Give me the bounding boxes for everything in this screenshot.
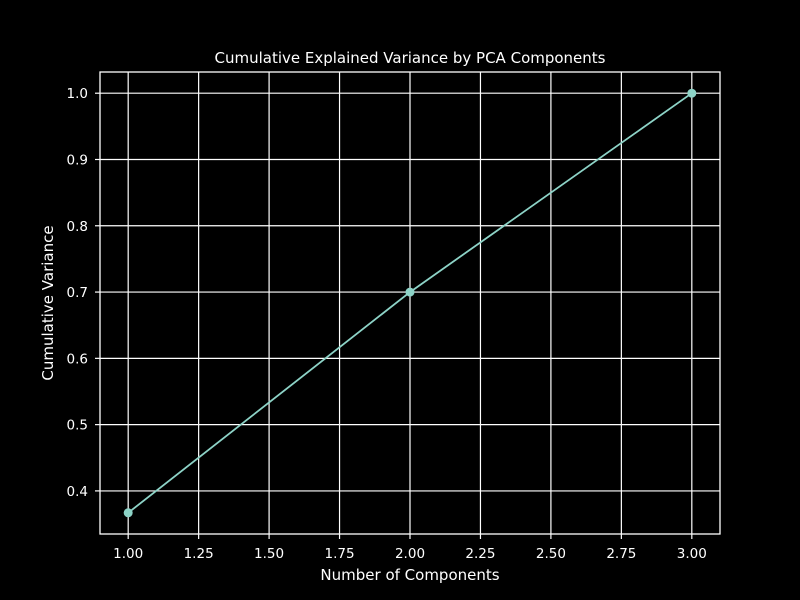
y-tick-label: 1.0 — [67, 86, 88, 102]
x-tick-label: 1.75 — [325, 546, 355, 562]
chart-title: Cumulative Explained Variance by PCA Com… — [215, 49, 606, 67]
y-tick-label: 0.5 — [67, 418, 88, 434]
y-tick-label: 0.4 — [67, 484, 88, 500]
y-tick-label: 0.8 — [67, 219, 88, 235]
x-tick-label: 2.50 — [536, 546, 566, 562]
y-tick-label: 0.7 — [67, 285, 88, 301]
axes-frame — [99, 71, 721, 535]
y-tick-label: 0.9 — [67, 152, 88, 168]
x-tick-label: 1.00 — [113, 546, 143, 562]
axis-ticks: 1.00 1.25 1.50 1.75 2.00 2.25 2.50 2.75 3.00 0.4 0… — [67, 86, 707, 562]
x-tick-label: 2.00 — [395, 546, 425, 562]
y-tick-label: 0.6 — [67, 351, 88, 367]
x-tick-label: 1.25 — [184, 546, 214, 562]
x-tick-label: 3.00 — [677, 546, 707, 562]
x-tick-label: 1.50 — [254, 546, 284, 562]
x-tick-label: 2.25 — [465, 546, 495, 562]
data-point — [687, 88, 697, 98]
x-tick-label: 2.75 — [606, 546, 636, 562]
data-point — [405, 287, 415, 297]
x-axis-label: Number of Components — [320, 566, 499, 584]
y-axis-label: Cumulative Variance — [39, 225, 57, 380]
series-group — [123, 88, 697, 518]
data-point — [123, 508, 133, 518]
grid-lines — [100, 72, 720, 534]
